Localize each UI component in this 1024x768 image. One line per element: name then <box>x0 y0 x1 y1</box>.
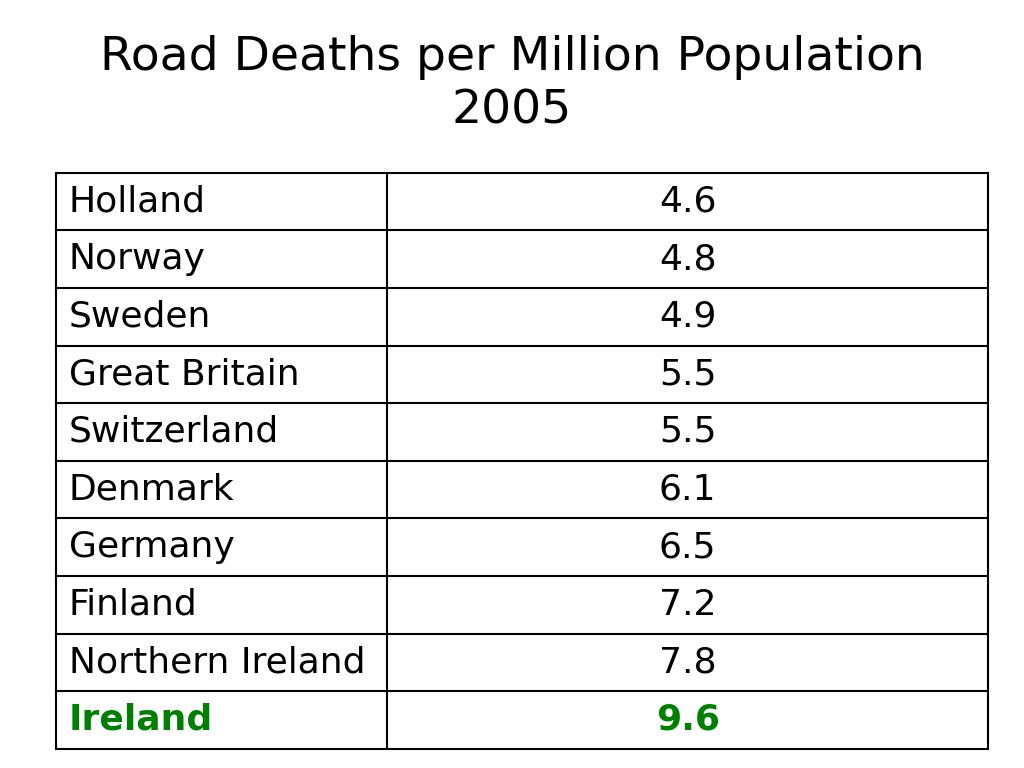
Text: 5.5: 5.5 <box>658 357 717 392</box>
Text: Northern Ireland: Northern Ireland <box>69 645 366 680</box>
Text: Sweden: Sweden <box>69 300 211 334</box>
Text: 6.1: 6.1 <box>658 472 717 507</box>
Text: 9.6: 9.6 <box>655 703 720 737</box>
Text: Denmark: Denmark <box>69 472 234 507</box>
Text: 5.5: 5.5 <box>658 415 717 449</box>
Text: 7.8: 7.8 <box>658 645 717 680</box>
Text: Finland: Finland <box>69 588 198 622</box>
Text: Ireland: Ireland <box>69 703 213 737</box>
Text: 7.2: 7.2 <box>658 588 717 622</box>
Text: Norway: Norway <box>69 242 206 276</box>
Text: Road Deaths per Million Population
2005: Road Deaths per Million Population 2005 <box>99 35 925 134</box>
Text: 6.5: 6.5 <box>658 530 717 564</box>
Text: Germany: Germany <box>69 530 234 564</box>
Text: 4.9: 4.9 <box>659 300 717 334</box>
Text: 4.6: 4.6 <box>658 184 717 219</box>
Text: Great Britain: Great Britain <box>69 357 299 392</box>
Text: 4.8: 4.8 <box>658 242 717 276</box>
Text: Holland: Holland <box>69 184 206 219</box>
Text: Switzerland: Switzerland <box>69 415 279 449</box>
